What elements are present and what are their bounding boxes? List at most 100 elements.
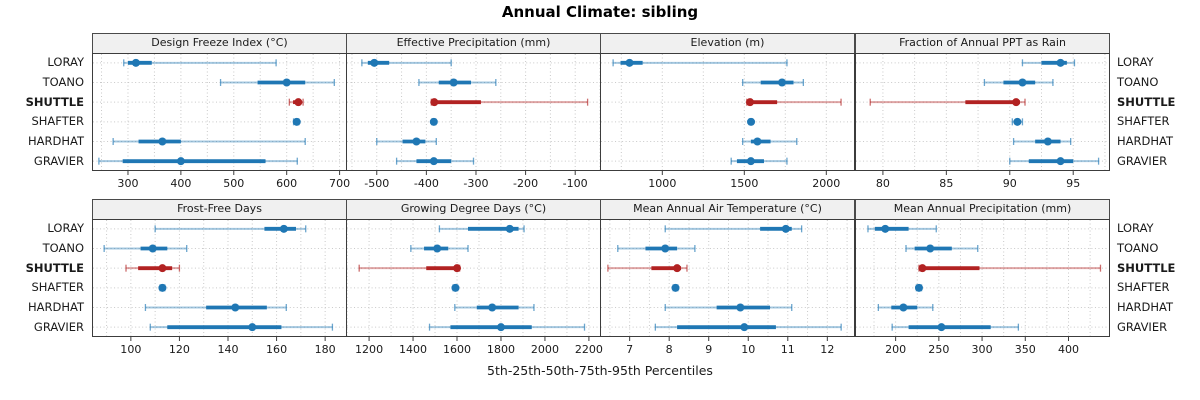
svg-text:-300: -300: [463, 177, 488, 190]
svg-text:700: 700: [329, 177, 350, 190]
svg-text:1500: 1500: [730, 177, 758, 190]
svg-text:180: 180: [315, 343, 336, 356]
svg-text:200: 200: [885, 343, 906, 356]
panel-x-axis: 100 120 140 160 180: [120, 337, 336, 356]
panel-strip-title: Design Freeze Index (°C): [151, 36, 288, 49]
station-label: GRAVIER: [33, 153, 84, 168]
station-label: SHUTTLE: [25, 260, 84, 275]
svg-text:400: 400: [1058, 343, 1079, 356]
panel-strip-title: Mean Annual Air Temperature (°C): [633, 202, 822, 215]
station-labels-right-bottom: LORAY TOANO SHUTTLE SHAFTER HARDHAT GRAV…: [1112, 219, 1200, 337]
panel-effective-precipitation: Effective Precipitation (mm) -500 -400 -30…: [346, 33, 601, 191]
panel-strip: Design Freeze Index (°C): [92, 33, 347, 53]
svg-text:-500: -500: [364, 177, 389, 190]
station-label: HARDHAT: [1117, 299, 1174, 314]
figure-caption: 5th-25th-50th-75th-95th Percentiles: [487, 363, 713, 378]
panel-strip-title: Growing Degree Days (°C): [400, 202, 547, 215]
svg-text:300: 300: [972, 343, 993, 356]
panel-plot: [346, 53, 601, 171]
panel-plot: [600, 219, 855, 337]
svg-text:80: 80: [876, 177, 890, 190]
panel-strip: Mean Annual Air Temperature (°C): [600, 199, 855, 219]
svg-text:140: 140: [217, 343, 238, 356]
panel-strip: Growing Degree Days (°C): [346, 199, 601, 219]
panel-x-axis: 200 250 300 350 400: [885, 337, 1079, 356]
panel-design-freeze-index: Design Freeze Index (°C) 300 400 500 600 700: [92, 33, 350, 191]
panel-plot: [855, 219, 1110, 337]
svg-text:350: 350: [1015, 343, 1036, 356]
station-labels-right-top: LORAY TOANO SHUTTLE SHAFTER HARDHAT GRAV…: [1112, 53, 1200, 171]
panel-strip-title: Effective Precipitation (mm): [396, 36, 551, 49]
station-label: TOANO: [42, 74, 84, 89]
svg-text:85: 85: [939, 177, 953, 190]
panel-growing-degree-days: Growing Degree Days (°C) 1200 1400 1600 180…: [346, 199, 603, 357]
station-label: SHUTTLE: [1117, 260, 1176, 275]
panel-plot: [346, 219, 601, 337]
panel-mean-annual-precipitation: Mean Annual Precipitation (mm) 200 250 300…: [855, 199, 1110, 357]
panel-x-axis: 1000 1500 2000: [648, 171, 840, 190]
svg-text:1400: 1400: [399, 343, 427, 356]
svg-text:95: 95: [1066, 177, 1080, 190]
svg-text:400: 400: [170, 177, 191, 190]
panel-mean-annual-air-temperature: Mean Annual Air Temperature (°C) 7 8 9 10 11…: [600, 199, 855, 357]
panel-strip: Fraction of Annual PPT as Rain: [855, 33, 1110, 53]
svg-text:100: 100: [120, 343, 141, 356]
panel-strip: Effective Precipitation (mm): [346, 33, 601, 53]
panel-x-axis: 7 8 9 10 11 12: [626, 337, 834, 356]
svg-text:90: 90: [1003, 177, 1017, 190]
station-label: LORAY: [1117, 221, 1154, 236]
station-label: SHUTTLE: [25, 94, 84, 109]
svg-text:2200: 2200: [575, 343, 603, 356]
station-label: LORAY: [47, 221, 84, 236]
panel-strip: Elevation (m): [600, 33, 855, 53]
panel-plot: [600, 53, 855, 171]
station-label: HARDHAT: [1117, 133, 1174, 148]
panel-strip-title: Mean Annual Precipitation (mm): [893, 202, 1072, 215]
panel-strip-title: Frost-Free Days: [177, 202, 262, 215]
svg-text:11: 11: [781, 343, 795, 356]
station-label: GRAVIER: [1117, 319, 1168, 334]
station-label: HARDHAT: [27, 299, 84, 314]
svg-text:1000: 1000: [648, 177, 676, 190]
panel-elevation: Elevation (m) 1000 1500 2000: [600, 33, 855, 191]
panel-strip-title: Elevation (m): [690, 36, 765, 49]
station-label: SHAFTER: [1117, 280, 1170, 295]
svg-text:9: 9: [705, 343, 712, 356]
panel-frost-free-days: Frost-Free Days 100 120 140 160 180: [92, 199, 347, 357]
svg-text:500: 500: [223, 177, 244, 190]
svg-text:300: 300: [117, 177, 138, 190]
station-label: SHAFTER: [31, 280, 84, 295]
panel-strip-title: Fraction of Annual PPT as Rain: [899, 36, 1066, 49]
panel-x-axis: 1200 1400 1600 1800 2000 2200: [355, 337, 603, 356]
station-label: TOANO: [1117, 240, 1159, 255]
svg-text:1200: 1200: [355, 343, 383, 356]
panel-fraction-ppt-rain: Fraction of Annual PPT as Rain 80 85 90 95: [855, 33, 1110, 191]
station-label: SHAFTER: [31, 114, 84, 129]
panel-x-axis: 80 85 90 95: [876, 171, 1080, 190]
panel-x-axis: 300 400 500 600 700: [117, 171, 350, 190]
svg-text:-200: -200: [513, 177, 538, 190]
svg-text:160: 160: [266, 343, 287, 356]
svg-text:2000: 2000: [812, 177, 840, 190]
station-labels-left-top: LORAY TOANO SHUTTLE SHAFTER HARDHAT GRAV…: [0, 53, 88, 171]
svg-text:12: 12: [820, 343, 834, 356]
panel-x-axis: -500 -400 -300 -200 -100: [364, 171, 588, 190]
station-label: LORAY: [47, 55, 84, 70]
station-label: GRAVIER: [1117, 153, 1168, 168]
panel-strip: Frost-Free Days: [92, 199, 347, 219]
station-label: HARDHAT: [27, 133, 84, 148]
svg-text:250: 250: [928, 343, 949, 356]
station-labels-left-bottom: LORAY TOANO SHUTTLE SHAFTER HARDHAT GRAV…: [0, 219, 88, 337]
station-label: LORAY: [1117, 55, 1154, 70]
station-label: TOANO: [1117, 74, 1159, 89]
svg-text:120: 120: [169, 343, 190, 356]
svg-text:1600: 1600: [443, 343, 471, 356]
svg-text:-100: -100: [563, 177, 588, 190]
station-label: TOANO: [42, 240, 84, 255]
svg-text:10: 10: [741, 343, 755, 356]
station-label: SHUTTLE: [1117, 94, 1176, 109]
panel-plot: [855, 53, 1110, 171]
svg-text:1800: 1800: [487, 343, 515, 356]
svg-text:-400: -400: [414, 177, 439, 190]
